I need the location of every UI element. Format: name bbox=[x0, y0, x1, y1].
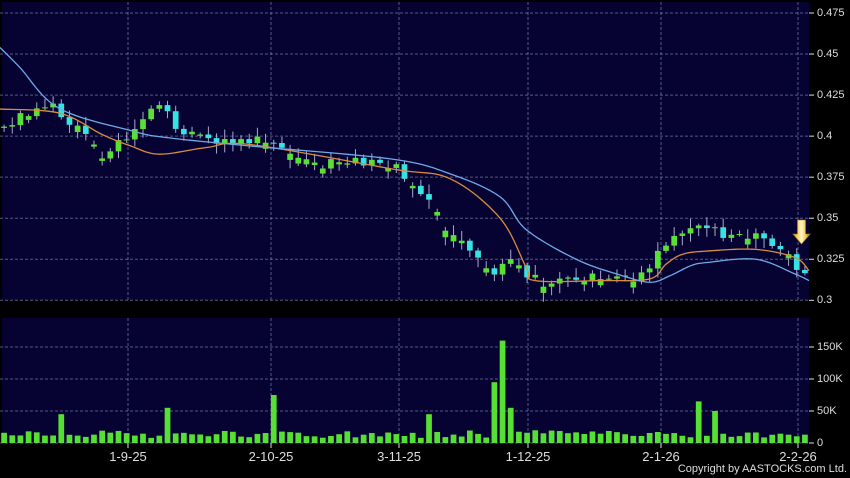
svg-text:100K: 100K bbox=[817, 373, 843, 385]
svg-text:0: 0 bbox=[817, 437, 823, 449]
svg-text:0.45: 0.45 bbox=[817, 48, 838, 60]
svg-text:3-11-25: 3-11-25 bbox=[377, 449, 421, 464]
svg-text:0.375: 0.375 bbox=[817, 171, 845, 183]
svg-text:1-9-25: 1-9-25 bbox=[109, 449, 147, 464]
svg-text:150K: 150K bbox=[817, 341, 843, 353]
svg-text:50K: 50K bbox=[817, 405, 837, 417]
svg-text:0.4: 0.4 bbox=[817, 130, 832, 142]
svg-text:0.325: 0.325 bbox=[817, 253, 845, 265]
svg-text:0.475: 0.475 bbox=[817, 7, 845, 19]
svg-text:2-2-26: 2-2-26 bbox=[779, 449, 817, 464]
svg-text:0.3: 0.3 bbox=[817, 294, 832, 306]
svg-text:0.425: 0.425 bbox=[817, 89, 845, 101]
svg-text:2-10-25: 2-10-25 bbox=[249, 449, 294, 464]
svg-text:2-1-26: 2-1-26 bbox=[642, 449, 680, 464]
svg-text:Copyright by AASTOCKS.com Ltd.: Copyright by AASTOCKS.com Ltd. bbox=[678, 463, 847, 475]
svg-text:0.35: 0.35 bbox=[817, 212, 838, 224]
svg-text:1-12-25: 1-12-25 bbox=[506, 449, 551, 464]
